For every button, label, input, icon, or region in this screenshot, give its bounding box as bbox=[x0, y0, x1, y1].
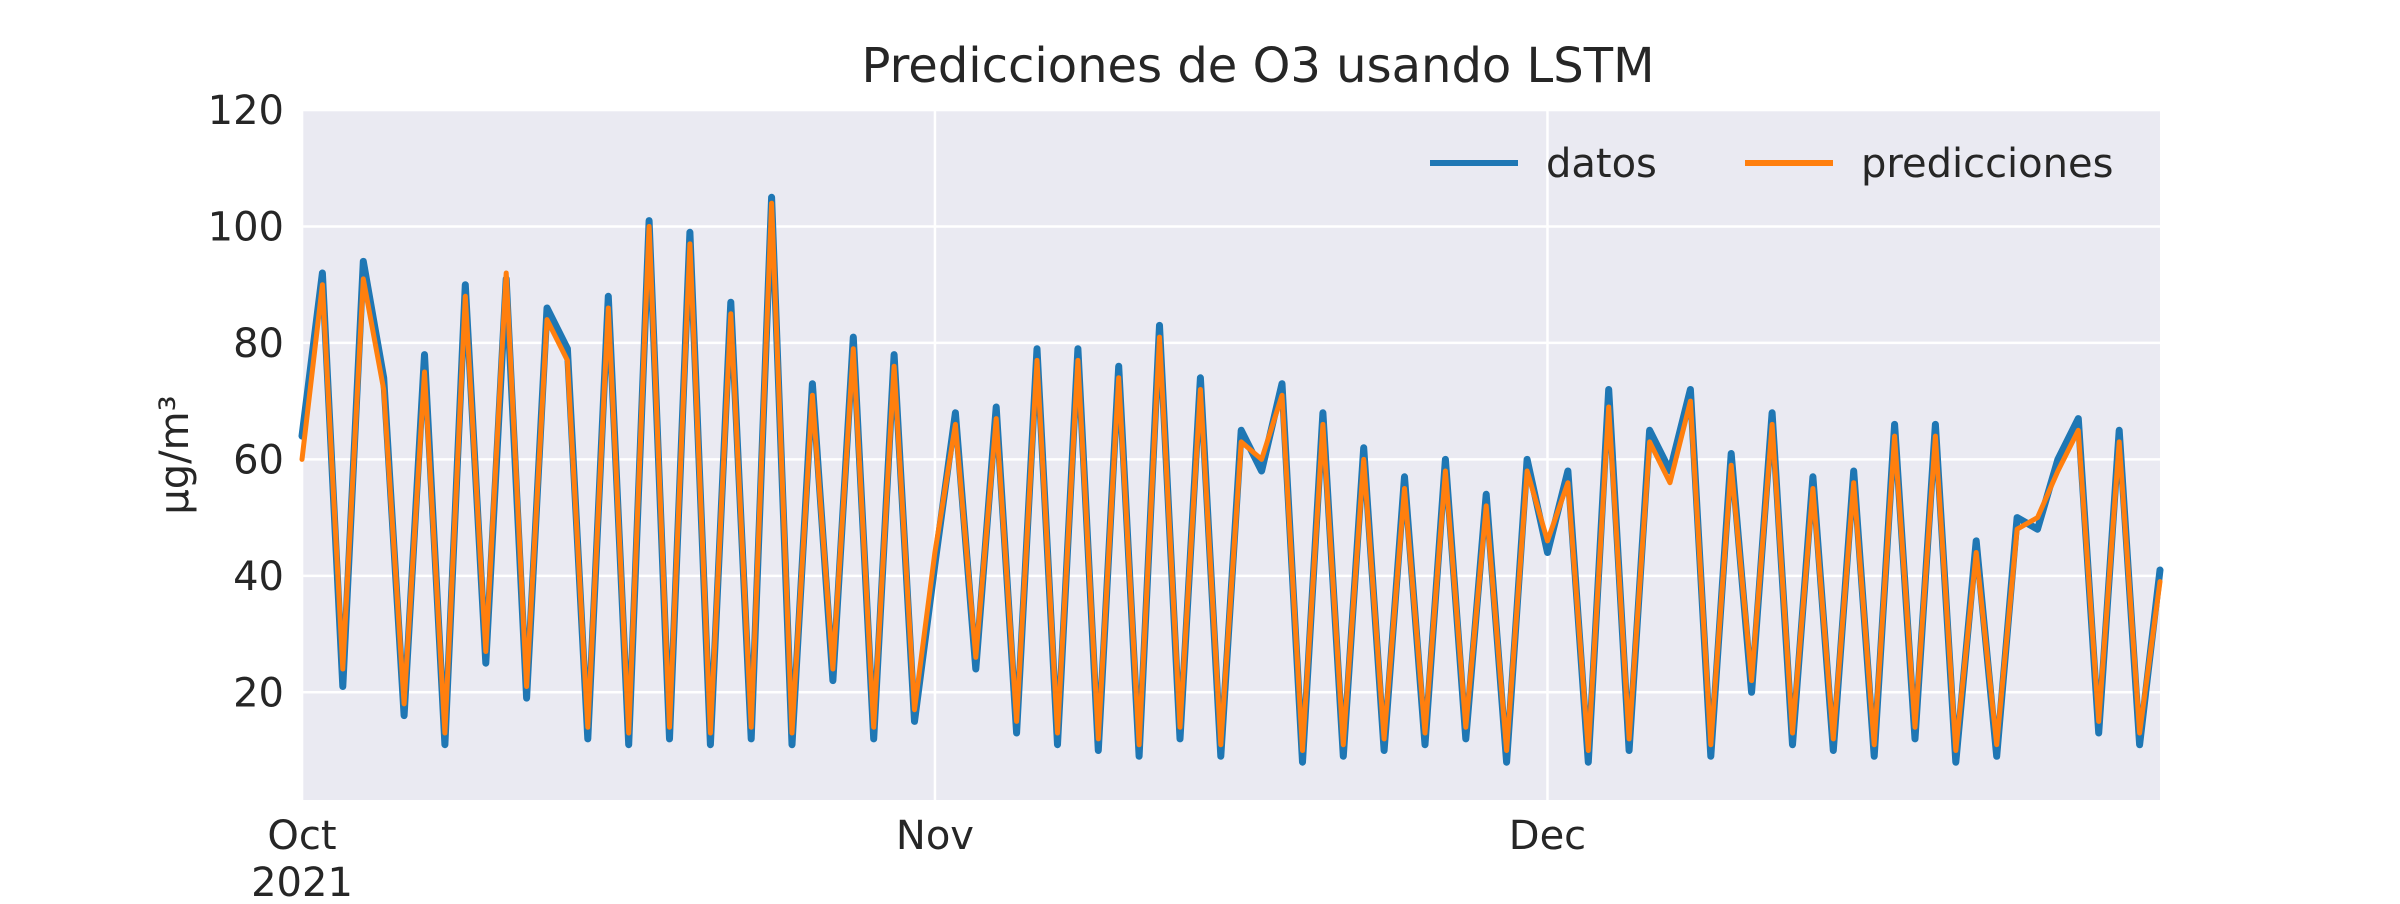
x-tick-label: Oct bbox=[267, 813, 336, 859]
series-layer bbox=[298, 193, 2164, 766]
legend-label-predicciones: predicciones bbox=[1861, 141, 2113, 187]
x-tick-label: Nov bbox=[896, 813, 974, 859]
legend: datos predicciones bbox=[1430, 141, 2113, 187]
y-tick-label: 20 bbox=[233, 670, 284, 716]
y-tick-label: 120 bbox=[208, 88, 284, 134]
plot-background bbox=[302, 110, 2160, 800]
y-axis-label: µg/m³ bbox=[152, 395, 198, 514]
y-tick-label: 100 bbox=[208, 204, 284, 250]
chart-title: Predicciones de O3 usando LSTM bbox=[862, 38, 1655, 94]
y-tick-label: 80 bbox=[233, 321, 284, 367]
series-line-predicciones bbox=[299, 200, 2163, 753]
legend-label-datos: datos bbox=[1546, 141, 1657, 187]
y-tick-labels: 20 40 60 80 100 120 bbox=[208, 88, 284, 716]
y-tick-label: 60 bbox=[233, 437, 284, 483]
y-tick-label: 40 bbox=[233, 554, 284, 600]
x-tick-sublabel: 2021 bbox=[251, 860, 353, 900]
x-tick-label: Dec bbox=[1509, 813, 1586, 859]
